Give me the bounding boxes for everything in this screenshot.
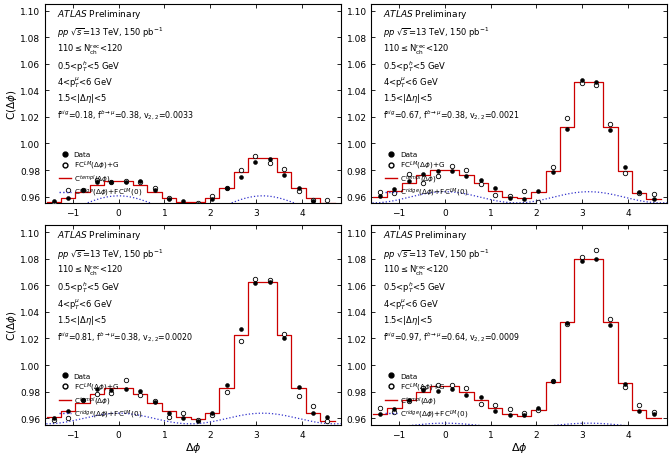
Text: $\it{ATLAS}$ Preliminary: $\it{ATLAS}$ Preliminary: [383, 8, 468, 21]
Text: 4<p$^{\mu}_{T}$<6 GeV: 4<p$^{\mu}_{T}$<6 GeV: [57, 297, 113, 311]
Text: f$^{sig}$=0.67, f$^{b\rightarrow\mu}$=0.38, v$_{2,2}$=0.0021: f$^{sig}$=0.67, f$^{b\rightarrow\mu}$=0.…: [383, 108, 519, 122]
Text: 0.5<p$^{h}_{T}$<5 GeV: 0.5<p$^{h}_{T}$<5 GeV: [383, 280, 447, 295]
Text: $\it{ATLAS}$ Preliminary: $\it{ATLAS}$ Preliminary: [57, 229, 142, 242]
Y-axis label: C($\Delta\phi$): C($\Delta\phi$): [5, 310, 19, 341]
X-axis label: $\Delta\phi$: $\Delta\phi$: [511, 440, 528, 454]
Text: $\it{ATLAS}$ Preliminary: $\it{ATLAS}$ Preliminary: [57, 8, 142, 21]
Legend: Data, FC$^{LM}$($\Delta\phi$)+G, C$^{templ}$($\Delta\phi$), C$^{ridge}$($\Delta\: Data, FC$^{LM}$($\Delta\phi$)+G, C$^{tem…: [58, 372, 143, 421]
Text: $pp$ $\sqrt{s}$=13 TeV, 150 pb$^{-1}$: $pp$ $\sqrt{s}$=13 TeV, 150 pb$^{-1}$: [57, 26, 163, 40]
Text: 110$\leq$N$^{\rm rec}_{\rm ch}$<120: 110$\leq$N$^{\rm rec}_{\rm ch}$<120: [383, 42, 450, 56]
Text: 4<p$^{\mu}_{T}$<6 GeV: 4<p$^{\mu}_{T}$<6 GeV: [383, 75, 439, 90]
Text: 0.5<p$^{h}_{T}$<5 GeV: 0.5<p$^{h}_{T}$<5 GeV: [57, 280, 120, 295]
Text: f$^{sig}$=0.97, f$^{b\rightarrow\mu}$=0.64, v$_{2,2}$=0.0009: f$^{sig}$=0.97, f$^{b\rightarrow\mu}$=0.…: [383, 330, 520, 343]
Text: 110$\leq$N$^{\rm rec}_{\rm ch}$<120: 110$\leq$N$^{\rm rec}_{\rm ch}$<120: [57, 42, 124, 56]
Text: 0.5<p$^{h}_{T}$<5 GeV: 0.5<p$^{h}_{T}$<5 GeV: [383, 59, 447, 73]
Text: $pp$ $\sqrt{s}$=13 TeV, 150 pb$^{-1}$: $pp$ $\sqrt{s}$=13 TeV, 150 pb$^{-1}$: [383, 247, 489, 261]
Text: $pp$ $\sqrt{s}$=13 TeV, 150 pb$^{-1}$: $pp$ $\sqrt{s}$=13 TeV, 150 pb$^{-1}$: [383, 26, 489, 40]
Text: 4<p$^{\mu}_{T}$<6 GeV: 4<p$^{\mu}_{T}$<6 GeV: [383, 297, 439, 311]
Text: f$^{sig}$=0.18, f$^{b\rightarrow\mu}$=0.38, v$_{2,2}$=0.0033: f$^{sig}$=0.18, f$^{b\rightarrow\mu}$=0.…: [57, 108, 194, 122]
Text: 4<p$^{\mu}_{T}$<6 GeV: 4<p$^{\mu}_{T}$<6 GeV: [57, 75, 113, 90]
Legend: Data, FC$^{LM}$($\Delta\phi$)+G, C$^{templ}$($\Delta\phi$), C$^{ridge}$($\Delta\: Data, FC$^{LM}$($\Delta\phi$)+G, C$^{tem…: [384, 372, 470, 421]
Legend: Data, FC$^{LM}$($\Delta\phi$)+G, C$^{templ}$($\Delta\phi$), C$^{ridge}$($\Delta\: Data, FC$^{LM}$($\Delta\phi$)+G, C$^{tem…: [384, 151, 470, 200]
Text: $pp$ $\sqrt{s}$=13 TeV, 150 pb$^{-1}$: $pp$ $\sqrt{s}$=13 TeV, 150 pb$^{-1}$: [57, 247, 163, 261]
X-axis label: $\Delta\phi$: $\Delta\phi$: [185, 440, 202, 454]
Text: f$^{sig}$=0.81, f$^{b\rightarrow\mu}$=0.38, v$_{2,2}$=0.0020: f$^{sig}$=0.81, f$^{b\rightarrow\mu}$=0.…: [57, 330, 194, 343]
Text: 110$\leq$N$^{\rm rec}_{\rm ch}$<120: 110$\leq$N$^{\rm rec}_{\rm ch}$<120: [57, 263, 124, 278]
Text: 110$\leq$N$^{\rm rec}_{\rm ch}$<120: 110$\leq$N$^{\rm rec}_{\rm ch}$<120: [383, 263, 450, 278]
Legend: Data, FC$^{LM}$($\Delta\phi$)+G, C$^{templ}$($\Delta\phi$), C$^{ridge}$($\Delta\: Data, FC$^{LM}$($\Delta\phi$)+G, C$^{tem…: [58, 151, 143, 200]
Text: 1.5<|$\Delta\eta$|<5: 1.5<|$\Delta\eta$|<5: [57, 313, 107, 326]
Text: 0.5<p$^{h}_{T}$<5 GeV: 0.5<p$^{h}_{T}$<5 GeV: [57, 59, 120, 73]
Text: 1.5<|$\Delta\eta$|<5: 1.5<|$\Delta\eta$|<5: [383, 313, 433, 326]
Text: $\it{ATLAS}$ Preliminary: $\it{ATLAS}$ Preliminary: [383, 229, 468, 242]
Y-axis label: C($\Delta\phi$): C($\Delta\phi$): [5, 89, 19, 119]
Text: 1.5<|$\Delta\eta$|<5: 1.5<|$\Delta\eta$|<5: [383, 92, 433, 105]
Text: 1.5<|$\Delta\eta$|<5: 1.5<|$\Delta\eta$|<5: [57, 92, 107, 105]
